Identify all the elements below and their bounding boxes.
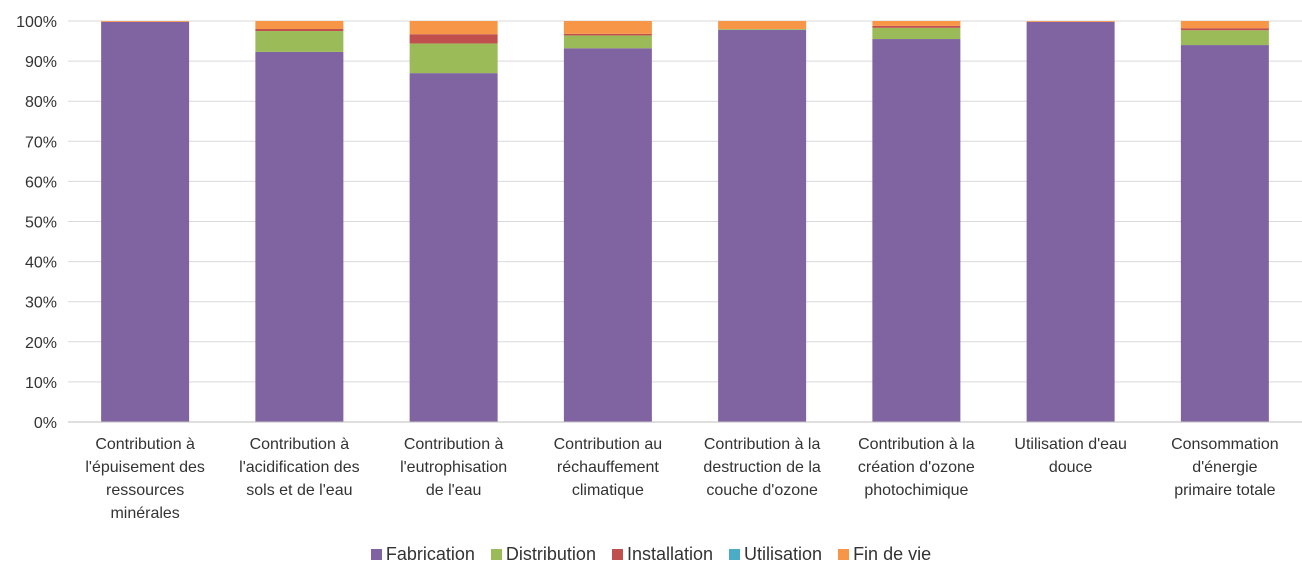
legend-label: Fabrication xyxy=(385,544,475,564)
bar-segment xyxy=(409,73,498,422)
y-tick-label: 50% xyxy=(25,215,57,232)
x-tick-label: réchauffement xyxy=(557,459,660,476)
x-tick-label: Contribution à la xyxy=(704,436,821,453)
x-tick-label: l'acidification des xyxy=(239,459,359,476)
bar-segment xyxy=(718,29,807,423)
x-tick-label: photochimique xyxy=(864,482,968,499)
x-tick-label: création d'ozone xyxy=(858,459,975,476)
bar-segment xyxy=(101,21,190,22)
x-tick-label: couche d'ozone xyxy=(706,482,818,499)
legend-item: Distribution xyxy=(490,544,596,565)
bar-segment xyxy=(718,21,807,30)
x-tick-label: destruction de la xyxy=(703,459,821,476)
bar-segment xyxy=(563,33,652,36)
bar-segment xyxy=(409,43,498,74)
y-tick-label: 40% xyxy=(25,255,57,272)
x-tick-label: Contribution à la xyxy=(858,436,975,453)
legend-swatch xyxy=(729,549,741,560)
bar-segment xyxy=(409,21,498,35)
legend-label: Utilisation xyxy=(744,544,823,564)
legend-label: Distribution xyxy=(505,544,596,564)
bar-segment xyxy=(1180,21,1269,29)
bar-segment xyxy=(255,51,344,422)
x-tick-label: de l'eau xyxy=(426,482,482,499)
legend-item: Utilisation xyxy=(729,544,822,565)
bar-segment xyxy=(563,35,652,49)
y-tick-label: 10% xyxy=(25,375,57,392)
x-tick-label: Contribution à xyxy=(404,436,504,453)
y-tick-label: 100% xyxy=(16,14,57,31)
bar-segment xyxy=(718,29,807,30)
x-tick-label: Utilisation d'eau xyxy=(1014,436,1126,453)
y-tick-label: 90% xyxy=(25,54,57,71)
bar-segment xyxy=(255,29,344,32)
x-tick-label: Consommation xyxy=(1171,436,1279,453)
legend-swatch xyxy=(490,549,502,560)
bar-segment xyxy=(101,21,190,422)
legend-item: Fin de vie xyxy=(838,544,931,565)
x-tick-label: ressources xyxy=(106,482,184,499)
legend-item: Fabrication xyxy=(370,544,475,565)
bar-segment xyxy=(563,21,652,34)
bar-segment xyxy=(563,48,652,422)
bar-segment xyxy=(872,27,961,40)
legend-label: Installation xyxy=(626,544,714,564)
x-tick-label: Contribution à xyxy=(250,436,350,453)
x-tick-label: primaire totale xyxy=(1174,482,1275,499)
y-tick-label: 60% xyxy=(25,174,57,191)
bar-segment xyxy=(255,31,344,52)
legend-label: Fin de vie xyxy=(853,544,932,564)
bar-segment xyxy=(872,25,961,28)
bar-segment xyxy=(1180,30,1269,46)
legend-swatch xyxy=(370,549,382,560)
x-tick-label: l'eutrophisation xyxy=(400,459,507,476)
x-tick-label: sols et de l'eau xyxy=(246,482,352,499)
y-tick-label: 80% xyxy=(25,94,57,111)
y-tick-label: 20% xyxy=(25,335,57,352)
bar-segment xyxy=(409,34,498,44)
bar-segment xyxy=(872,39,961,423)
x-tick-label: Contribution à xyxy=(95,436,195,453)
y-tick-label: 30% xyxy=(25,295,57,312)
x-tick-label: Contribution au xyxy=(554,436,663,453)
x-tick-label: minérales xyxy=(110,505,179,522)
y-tick-label: 70% xyxy=(25,134,57,151)
bar-segment xyxy=(1180,45,1269,423)
legend-item: Installation xyxy=(611,544,714,565)
x-tick-label: climatique xyxy=(572,482,644,499)
bar-segment xyxy=(1026,21,1115,22)
x-tick-label: douce xyxy=(1049,459,1093,476)
bar-segment xyxy=(872,21,961,26)
bar-segment xyxy=(255,21,344,30)
legend-swatch xyxy=(611,549,623,560)
x-tick-label: d'énergie xyxy=(1192,459,1257,476)
legend-swatch xyxy=(838,549,850,560)
x-tick-label: l'épuisement des xyxy=(85,459,205,476)
y-tick-label: 0% xyxy=(34,415,57,432)
bar-segment xyxy=(1026,21,1115,422)
bar-segment xyxy=(1180,28,1269,31)
legend: Fabrication Distribution Installation Utili… xyxy=(0,544,1302,565)
